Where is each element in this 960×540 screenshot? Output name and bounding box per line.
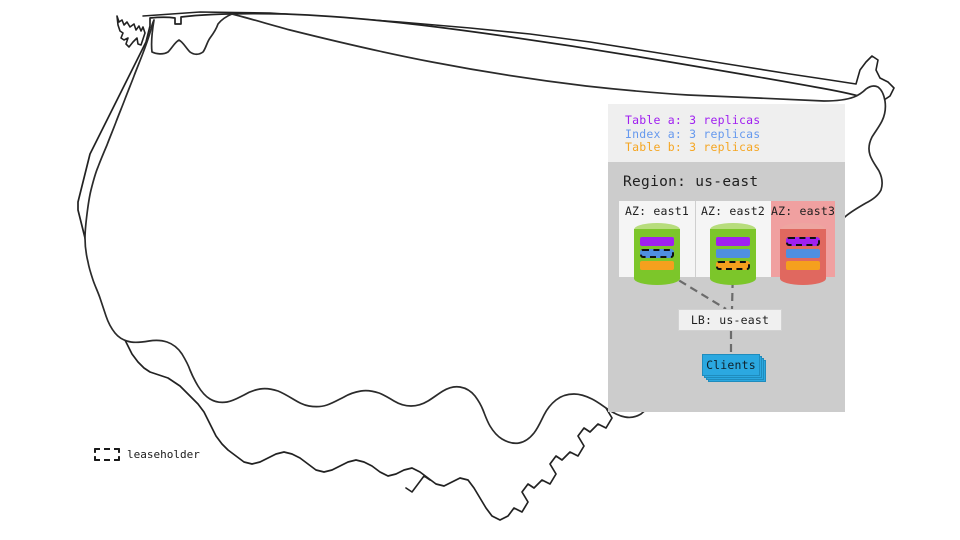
replica-ranges-east1 xyxy=(640,236,674,276)
replica-legend: Table a: 3 replicas Index a: 3 replicas … xyxy=(608,104,845,162)
az-label-east3: AZ: east3 xyxy=(771,204,836,218)
region-title: Region: us-east xyxy=(623,174,759,190)
clients-stack[interactable]: Clients xyxy=(702,354,766,382)
replica-legend-row-table-a: Table a: 3 replicas xyxy=(625,113,761,127)
region-topology-panel: Table a: 3 replicas Index a: 3 replicas … xyxy=(608,104,845,412)
range-index-a-east3[interactable] xyxy=(786,249,820,258)
clients-label: Clients xyxy=(706,358,756,372)
database-node-east1[interactable] xyxy=(634,223,680,285)
range-table-a-east2[interactable] xyxy=(716,237,750,246)
leaseholder-legend-label: leaseholder xyxy=(127,448,200,461)
clients-box[interactable]: Clients xyxy=(702,354,760,376)
range-table-b-east2[interactable] xyxy=(716,261,750,270)
region-container: Region: us-east AZ: east1 xyxy=(608,162,845,412)
availability-zone-east3[interactable]: AZ: east3 xyxy=(771,201,835,311)
az-label-east1: AZ: east1 xyxy=(624,204,690,218)
az-divider xyxy=(695,201,696,277)
replica-ranges-east3 xyxy=(786,236,820,276)
leaseholder-legend: leaseholder xyxy=(94,448,200,461)
range-table-b-east1[interactable] xyxy=(640,261,674,270)
az-label-east2: AZ: east2 xyxy=(700,204,766,218)
dashed-rectangle-icon xyxy=(94,448,120,461)
replica-legend-row-table-b: Table b: 3 replicas xyxy=(625,140,761,154)
range-table-b-east3[interactable] xyxy=(786,261,820,270)
replica-ranges-east2 xyxy=(716,236,750,276)
database-node-east3[interactable] xyxy=(780,223,826,285)
availability-zone-east1[interactable]: AZ: east1 xyxy=(619,201,695,311)
replica-legend-row-index-a: Index a: 3 replicas xyxy=(625,126,761,141)
database-node-east2[interactable] xyxy=(710,223,756,285)
availability-zone-east2[interactable]: AZ: east2 xyxy=(695,201,771,311)
range-table-a-east3[interactable] xyxy=(786,237,820,246)
range-index-a-east1[interactable] xyxy=(640,249,674,258)
range-table-a-east1[interactable] xyxy=(640,237,674,246)
range-index-a-east2[interactable] xyxy=(716,249,750,258)
load-balancer-box[interactable]: LB: us-east xyxy=(678,309,782,331)
